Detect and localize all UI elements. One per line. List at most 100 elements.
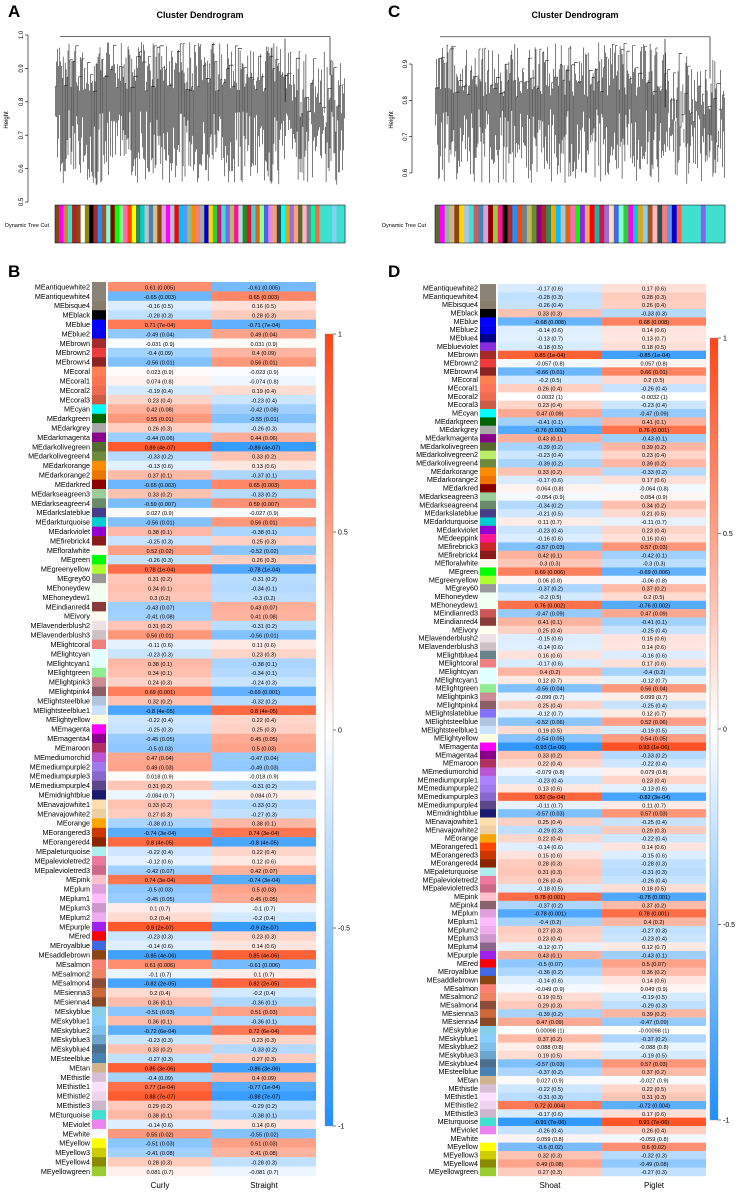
correlation-cell[interactable] [212,865,316,876]
correlation-cell[interactable] [212,470,316,480]
correlation-cell[interactable] [108,761,212,772]
correlation-cell[interactable] [498,1125,602,1135]
correlation-cell[interactable] [108,968,212,979]
correlation-cell[interactable] [498,817,602,827]
correlation-cell[interactable] [602,350,706,360]
correlation-cell[interactable] [212,441,316,452]
correlation-cell[interactable] [108,940,212,951]
correlation-cell[interactable] [602,750,706,760]
correlation-cell[interactable] [108,592,212,603]
correlation-cell[interactable] [602,825,706,835]
correlation-cell[interactable] [212,1138,316,1148]
correlation-cell[interactable] [212,1025,316,1036]
correlation-cell[interactable] [212,536,316,546]
correlation-cell[interactable] [212,498,316,509]
correlation-cell[interactable] [108,394,212,405]
correlation-cell[interactable] [108,1053,212,1064]
correlation-cell[interactable] [108,667,212,678]
correlation-cell[interactable] [498,584,602,593]
correlation-cell[interactable] [602,975,706,985]
correlation-cell[interactable] [498,559,602,568]
correlation-cell[interactable] [212,630,316,640]
correlation-cell[interactable] [602,334,706,343]
correlation-cell[interactable] [602,817,706,827]
correlation-cell[interactable] [498,909,602,918]
correlation-cell[interactable] [602,1084,706,1093]
correlation-cell[interactable] [212,489,316,499]
correlation-cell[interactable] [212,517,316,527]
correlation-cell[interactable] [212,912,316,923]
correlation-cell[interactable] [108,385,212,396]
correlation-cell[interactable] [212,1053,316,1064]
correlation-cell[interactable] [108,827,212,838]
correlation-cell[interactable] [602,400,706,410]
correlation-cell[interactable] [212,733,316,744]
correlation-cell[interactable] [498,992,602,1002]
correlation-cell[interactable] [602,542,706,551]
correlation-cell[interactable] [602,409,706,418]
correlation-cell[interactable] [498,317,602,326]
correlation-cell[interactable] [212,856,316,866]
correlation-cell[interactable] [602,642,706,652]
correlation-cell[interactable] [602,434,706,443]
correlation-cell[interactable] [108,799,212,810]
correlation-cell[interactable] [498,842,602,852]
correlation-cell[interactable] [498,475,602,485]
correlation-cell[interactable] [498,700,602,710]
correlation-cell[interactable] [498,1134,602,1143]
correlation-cell[interactable] [108,903,212,913]
correlation-cell[interactable] [602,1092,706,1102]
correlation-cell[interactable] [498,667,602,677]
correlation-cell[interactable] [498,1092,602,1102]
correlation-cell[interactable] [212,940,316,951]
correlation-cell[interactable] [498,492,602,501]
correlation-cell[interactable] [108,790,212,800]
correlation-cell[interactable] [498,350,602,360]
correlation-cell[interactable] [498,684,602,693]
correlation-cell[interactable] [602,450,706,460]
correlation-cell[interactable] [498,359,602,368]
correlation-cell[interactable] [108,489,212,499]
correlation-cell[interactable] [498,809,602,818]
correlation-cell[interactable] [498,434,602,443]
correlation-cell[interactable] [108,404,212,414]
correlation-cell[interactable] [602,625,706,635]
correlation-cell[interactable] [212,376,316,386]
correlation-cell[interactable] [498,650,602,660]
correlation-cell[interactable] [108,780,212,791]
correlation-cell[interactable] [212,1157,316,1167]
correlation-cell[interactable] [108,432,212,443]
correlation-cell[interactable] [498,500,602,510]
correlation-cell[interactable] [498,600,602,610]
correlation-cell[interactable] [108,921,212,932]
correlation-cell[interactable] [212,1044,316,1054]
correlation-cell[interactable] [602,300,706,310]
correlation-cell[interactable] [498,900,602,910]
correlation-cell[interactable] [212,724,316,734]
correlation-cell[interactable] [498,325,602,335]
correlation-cell[interactable] [108,1025,212,1036]
correlation-cell[interactable] [602,1017,706,1027]
correlation-cell[interactable] [108,1006,212,1017]
correlation-cell[interactable] [602,650,706,660]
correlation-cell[interactable] [212,874,316,885]
correlation-cell[interactable] [108,874,212,885]
correlation-cell[interactable] [108,630,212,640]
correlation-cell[interactable] [498,834,602,843]
correlation-cell[interactable] [212,282,316,292]
correlation-cell[interactable] [212,978,316,988]
correlation-cell[interactable] [498,742,602,752]
correlation-cell[interactable] [108,451,212,461]
correlation-cell[interactable] [602,950,706,960]
correlation-cell[interactable] [498,367,602,376]
correlation-cell[interactable] [602,384,706,393]
correlation-cell[interactable] [498,1150,602,1160]
correlation-cell[interactable] [108,601,212,612]
correlation-cell[interactable] [498,550,602,560]
correlation-cell[interactable] [108,846,212,857]
correlation-cell[interactable] [108,677,212,687]
correlation-cell[interactable] [108,376,212,386]
correlation-cell[interactable] [498,617,602,626]
correlation-cell[interactable] [498,867,602,877]
correlation-cell[interactable] [602,1117,706,1127]
